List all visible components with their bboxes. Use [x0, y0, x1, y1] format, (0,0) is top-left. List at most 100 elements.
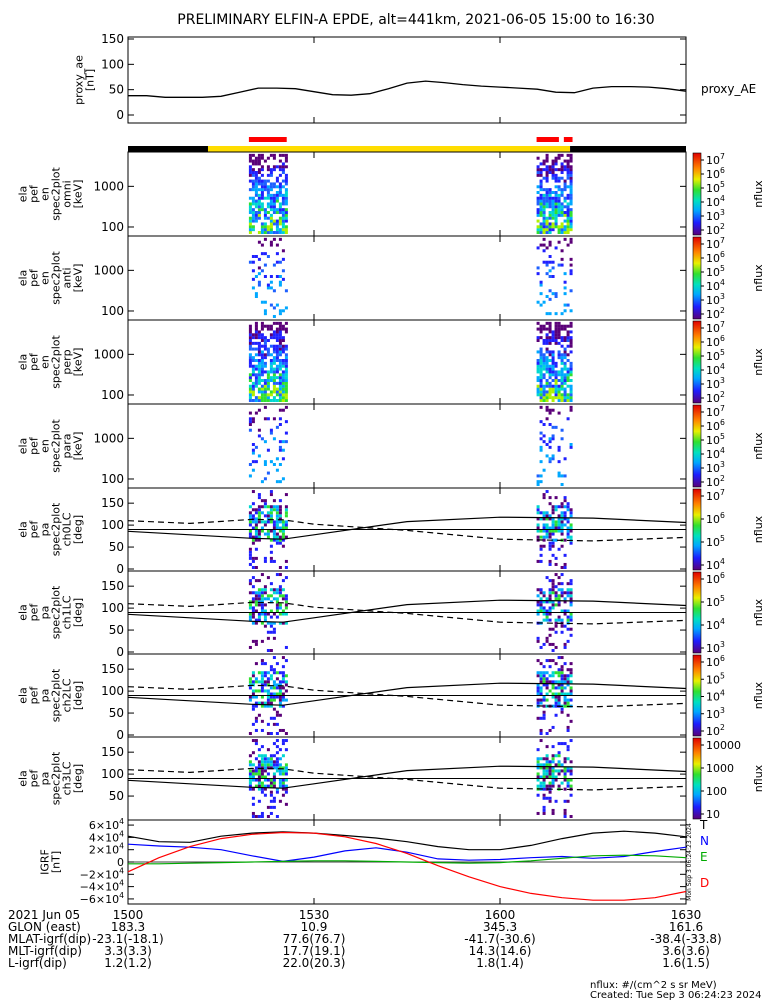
spectrogram-cell [278, 423, 282, 426]
pitch-cell [557, 582, 561, 586]
pitch-cell [545, 532, 549, 536]
spectrogram-cell [263, 263, 267, 267]
spectrogram-cell [557, 333, 561, 337]
pitch-cell [548, 689, 552, 693]
cbar-tick-label: 103 [706, 640, 725, 655]
proxy-legend: proxy_AE [701, 82, 756, 96]
pitch-cell [569, 535, 573, 539]
pitch-cell [251, 722, 255, 726]
pitch-cell [566, 618, 570, 622]
spectrogram-cell [566, 193, 570, 197]
pitch-cell [266, 760, 270, 764]
pitch-cell [536, 778, 540, 782]
pitch-cell [566, 508, 570, 512]
cbar-tick-label: 105 [706, 671, 725, 686]
spectrogram-cell [539, 437, 543, 441]
spectrogram-cell [554, 324, 558, 328]
spectrogram-cell [278, 359, 282, 362]
pitch-cell [281, 597, 285, 601]
spectrogram-cell [563, 396, 567, 400]
pitch-cell [551, 683, 555, 687]
pitch-cell [542, 784, 546, 788]
spectrogram-cell [257, 361, 261, 365]
spectrogram-cell [539, 431, 543, 435]
pitch-cell [548, 609, 552, 613]
spectrogram-cell [260, 373, 264, 377]
pitch-cell [545, 639, 549, 643]
info-row-label: 2021 Jun 05 [8, 908, 80, 922]
spectrogram-cell [542, 341, 546, 345]
spectrogram-cell [548, 193, 552, 197]
spectrogram-cell [554, 330, 558, 334]
pitch-cell [536, 811, 540, 815]
spectrogram-cell [278, 330, 282, 334]
pitch-cell [266, 636, 270, 640]
spectrogram-cell [560, 396, 564, 400]
pitch-cell [557, 547, 561, 551]
pitch-ylabel-line: spec2plot [50, 585, 63, 639]
spectrogram-cell [266, 393, 270, 397]
pitch-cell [278, 763, 282, 767]
science-zone-marker [536, 137, 559, 142]
pitch-cell [563, 760, 567, 764]
pitch-cell [284, 698, 288, 702]
pitch-cell [278, 728, 282, 732]
pitch-cell [269, 493, 273, 497]
pitch-cell [560, 689, 564, 693]
pitch-cell [542, 811, 546, 815]
pitch-cell [278, 757, 282, 761]
spectrogram-cell [560, 193, 564, 197]
pitch-cell [554, 698, 558, 702]
pitch-cell [569, 591, 573, 595]
spectrogram-cell [557, 324, 561, 328]
spectrogram-cell [248, 376, 252, 380]
spectrogram-cell [545, 188, 549, 192]
spectrogram-cell [569, 153, 573, 157]
spectrogram-cell [254, 373, 258, 377]
cbar-tick-label: 107 [706, 152, 725, 167]
spectrogram-cell [284, 405, 288, 409]
pitch-cell [554, 645, 558, 649]
pitch-cell [551, 520, 555, 524]
pitch-cell [254, 556, 258, 560]
pitch-cell [566, 535, 570, 539]
spectrogram-cell [257, 341, 261, 345]
spectrogram-cell [566, 367, 570, 371]
pitch-cell [269, 677, 273, 681]
spectrogram-cell [260, 379, 264, 382]
spectrogram-cell [248, 159, 252, 163]
spectrogram-cell [284, 367, 288, 371]
pitch-cell [557, 615, 561, 619]
spectrogram-cell [281, 222, 285, 226]
pitch-cell [275, 505, 279, 509]
pitch-cell [548, 642, 552, 646]
spectrogram-cell [272, 263, 276, 267]
spectrogram-cell [554, 396, 558, 400]
y-tick-label: 100 [101, 767, 124, 781]
pitch-cell [266, 772, 270, 776]
pitch-cell [545, 680, 549, 684]
pitch-cell [257, 787, 261, 791]
pitch-cell [563, 742, 567, 746]
pitch-cell [269, 781, 273, 785]
pitch-cell [251, 778, 255, 782]
spectrogram-cell [551, 454, 555, 458]
pitch-cell [263, 778, 267, 782]
pitch-cell [557, 505, 561, 509]
spectrogram-cell [257, 376, 261, 380]
spectrogram-cell [548, 336, 552, 340]
spectrogram-cell [563, 379, 567, 382]
spectrogram-cell [281, 168, 285, 172]
spectrogram-cell [251, 387, 255, 391]
spectrogram-cell [563, 188, 567, 192]
spectrogram-cell [545, 390, 549, 394]
spectrogram-ylabel-line: pef [28, 352, 41, 371]
pitch-cell [254, 784, 258, 788]
pitch-cell [551, 686, 555, 690]
spectrogram-cell [566, 353, 570, 357]
pitch-cell [569, 526, 573, 530]
spectrogram-cell [272, 321, 276, 325]
spectrogram-cell [248, 153, 252, 157]
spectrogram-cell [251, 286, 255, 290]
spectrogram-cell [260, 202, 264, 206]
